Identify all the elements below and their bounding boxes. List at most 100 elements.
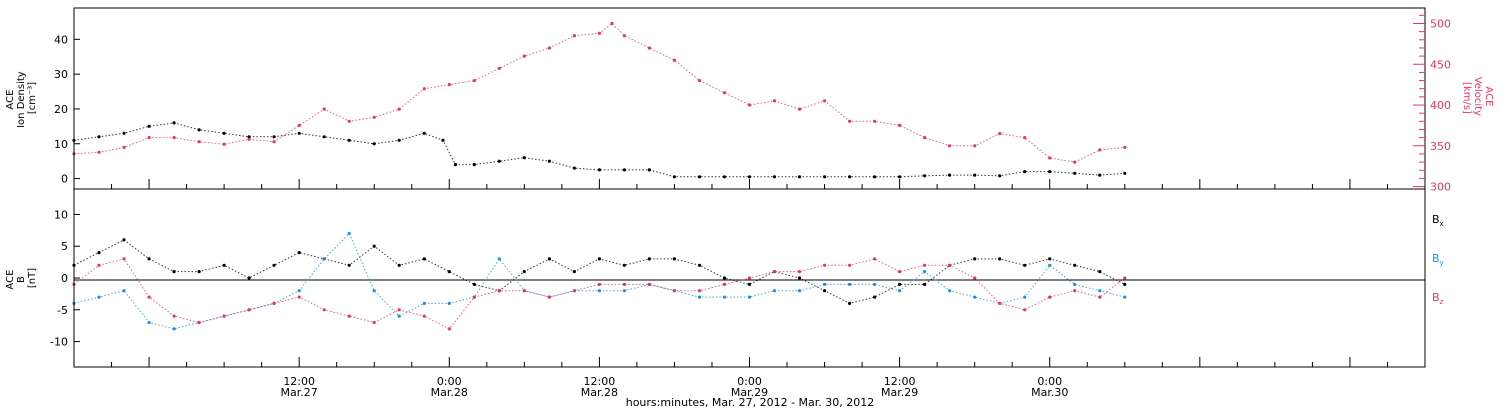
top-left-tick-label: 0 — [61, 173, 68, 186]
bz-point — [197, 320, 201, 325]
legend-bz-letter: B — [1432, 291, 1440, 304]
bottom-left-tick-label: 5 — [61, 240, 68, 253]
bz-point — [697, 289, 702, 293]
bx-point — [1073, 263, 1077, 267]
legend-by-letter: B — [1432, 252, 1440, 265]
legend-by-subscript: y — [1440, 259, 1444, 267]
top-left-tick-label: 10 — [54, 138, 68, 151]
top-left-axis-title-line1: ACE — [5, 90, 16, 110]
bz-point — [422, 314, 426, 318]
b-field-legend: Bx By Bz — [1432, 213, 1444, 306]
ion-density-point — [1023, 170, 1027, 174]
ion-density-point — [697, 175, 702, 179]
bz-point — [797, 270, 802, 274]
bz-point — [522, 289, 526, 293]
bz-point — [647, 282, 652, 286]
bx-point — [1123, 282, 1127, 286]
bottom-left-tick-label: 10 — [54, 208, 68, 221]
bottom-panel: -10 -5 0 5 10 ACE B [nT] Bx By Bz — [5, 188, 1444, 368]
legend-bz-subscript: z — [1440, 298, 1444, 306]
by-point — [172, 327, 176, 331]
ion-density-point — [898, 175, 902, 179]
velocity-point — [747, 103, 752, 107]
by-point — [772, 289, 777, 293]
bz-point — [97, 263, 101, 267]
by-point — [848, 282, 852, 286]
date-tick-label: Mar.30 — [1031, 386, 1068, 399]
ion-density-point — [497, 159, 501, 163]
bz-point — [597, 282, 602, 286]
bottom-panel-data-points — [72, 231, 1127, 331]
ion-density-point — [347, 138, 351, 142]
legend-bx: Bx — [1432, 213, 1444, 228]
bottom-left-tick-label: -10 — [50, 336, 68, 349]
time-tick-label: 0:00 — [437, 375, 462, 388]
bz-point — [347, 314, 351, 318]
bx-point — [622, 263, 627, 267]
bottom-left-axis: -10 -5 0 5 10 — [50, 208, 80, 349]
bx-point — [222, 263, 226, 267]
legend-bz: Bz — [1432, 291, 1444, 306]
velocity-point — [222, 142, 226, 146]
date-tick-label: Mar.28 — [581, 386, 618, 399]
top-right-axis: 300 350 400 450 500 — [1413, 14, 1451, 194]
top-right-axis-title-line3: [km/s] — [1461, 82, 1472, 114]
ion-density-point — [472, 163, 476, 167]
bz-point — [772, 270, 777, 274]
top-left-tick-label: 20 — [54, 103, 68, 116]
bz-point — [1098, 295, 1102, 299]
top-right-axis-title-line1: ACE — [1483, 86, 1494, 106]
top-panel-data-points — [72, 21, 1127, 179]
ion-density-point — [422, 131, 426, 135]
velocity-point — [1098, 148, 1102, 152]
time-tick-label: 12:00 — [884, 375, 916, 388]
bz-trace — [73, 258, 1126, 330]
date-tick-label: Mar.29 — [881, 386, 918, 399]
bottom-left-axis-title-line1: ACE — [5, 270, 16, 290]
ion-density-point — [873, 175, 877, 179]
top-left-tick-label: 30 — [54, 68, 68, 81]
velocity-point — [197, 140, 201, 144]
ion-density-point — [222, 131, 226, 135]
ion-density-point — [197, 128, 201, 132]
top-right-tick-label: 300 — [1430, 181, 1451, 194]
bottom-left-tick-label: -5 — [57, 304, 68, 317]
bottom-left-axis-title-line3: [nT] — [27, 268, 38, 288]
velocity-point — [1023, 136, 1027, 140]
by-point — [873, 282, 877, 286]
legend-by: By — [1432, 252, 1444, 267]
ion-density-point — [572, 166, 577, 170]
ion-density-point — [522, 156, 526, 160]
by-point — [1123, 295, 1127, 299]
bz-point — [547, 295, 552, 299]
bx-point — [472, 282, 476, 286]
bz-point — [247, 308, 251, 312]
time-axis-title: hours:minutes, Mar. 27, 2012 - Mar. 30, … — [626, 396, 875, 409]
time-axis: 12:00Mar.270:00Mar.2812:00Mar.280:00Mar.… — [73, 179, 1426, 399]
by-trace — [73, 232, 1125, 330]
velocity-trace — [73, 22, 1125, 163]
ion-density-point — [923, 174, 927, 178]
ion-density-point — [597, 168, 602, 172]
ion-density-point — [322, 135, 326, 139]
bz-point — [873, 257, 877, 261]
top-right-tick-label: 350 — [1430, 140, 1451, 153]
bx-point — [1023, 263, 1027, 267]
date-tick-label: Mar.27 — [281, 386, 318, 399]
ion-density-point — [647, 168, 652, 172]
bottom-left-tick-label: 0 — [61, 272, 68, 285]
bx-point — [647, 257, 652, 261]
ion-density-point — [722, 175, 727, 179]
date-tick-label: Mar.29 — [731, 386, 768, 399]
by-point — [722, 295, 727, 299]
bx-point — [697, 263, 702, 267]
time-tick-label: 12:00 — [283, 375, 315, 388]
top-right-tick-label: 500 — [1430, 17, 1451, 30]
time-tick-label: 0:00 — [737, 375, 762, 388]
top-left-axis-title: ACE Ion Density [cm⁻³] — [5, 68, 38, 128]
top-left-axis-title-line2: Ion Density — [16, 71, 27, 128]
bz-point — [722, 282, 727, 286]
legend-bx-subscript: x — [1440, 220, 1444, 228]
legend-bx-letter: B — [1432, 213, 1440, 226]
